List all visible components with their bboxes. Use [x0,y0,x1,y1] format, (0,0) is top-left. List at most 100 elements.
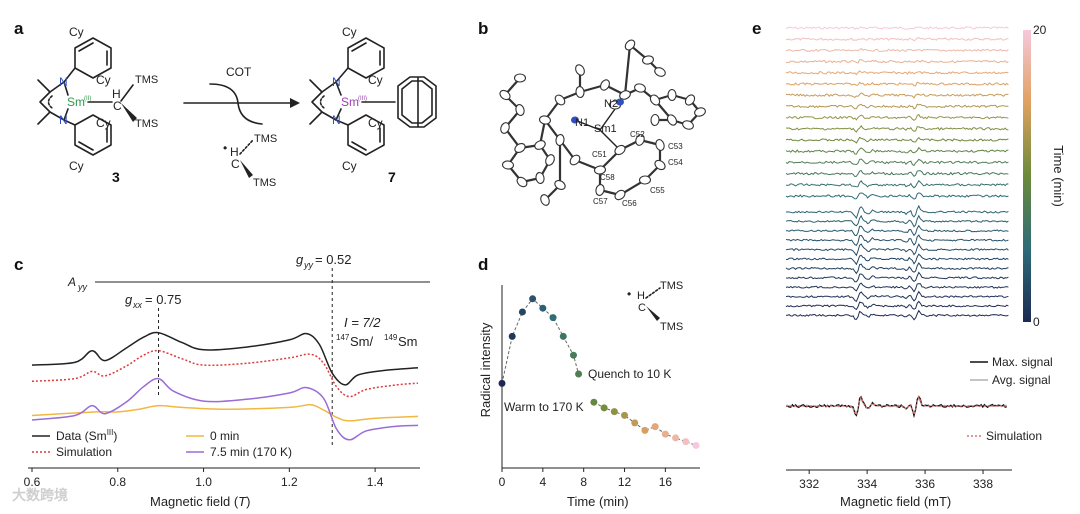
series-warm-line [501,298,580,384]
atom-label-c56: C56 [622,199,637,208]
ortep-atom [624,39,636,51]
g-xx-main: g [125,292,133,307]
panel-c: c 0.6 0.8 1.0 1.2 1.4 A yy g yy = 0.52 g xx … [14,252,430,509]
panel-b: b N1 N2 Sm1 C51 C52 C53 C54 C55 C56 C57 … [478,19,706,208]
atom-label-c53: C53 [668,142,683,151]
byproduct-tms-1: TMS [254,133,277,145]
chart-e-tick-label: 336 [915,477,935,491]
atom-label-c57: C57 [593,197,608,206]
left-cy-bottom-2: Cy [69,159,84,173]
left-cy-top-2: Cy [96,73,111,87]
data-point [631,419,639,427]
isotope-label: 147 Sm/ 149 Sm [336,333,418,349]
isotope-149: 149 [384,333,398,342]
data-point [682,438,690,446]
ortep-atom [634,83,646,93]
atom-n2 [616,98,624,106]
ortep-atom [554,94,566,106]
compound-7-structure [309,37,437,156]
ortep-atom [650,113,660,127]
legend-avg-label: Avg. signal [992,373,1050,387]
a-yy-main: A [67,275,76,289]
panel-e-label: e [752,19,761,38]
right-sm-oxidation: (III) [358,96,367,102]
atom-label-c58: C58 [600,173,615,182]
epr-trace [785,125,1009,133]
atom-label-c51: C51 [592,150,607,159]
ortep-atom [654,159,666,171]
g-yy-value: = 0.52 [315,252,352,267]
data-point [575,370,583,378]
epr-trace [785,70,1009,76]
aryl-ring-top-right [347,37,385,79]
left-n-bottom: N [59,113,68,127]
chart-d-tick-label: 4 [539,475,546,489]
quench-annotation: Quench to 10 K [588,367,671,381]
aryl-ring-bottom-right [347,114,385,156]
ortep-atom [534,140,546,150]
isotope-147: 147 [336,333,350,342]
data-point [569,351,577,359]
right-cy-top-1: Cy [342,25,357,39]
data-point [651,423,659,431]
a-yy-sub: yy [77,282,88,292]
atom-label-c52: C52 [630,130,645,139]
atom-label-c55: C55 [650,186,665,195]
epr-trace [785,243,1009,257]
ortep-atom [614,189,626,201]
ortep-atom [667,88,677,102]
ortep-atom [655,139,665,151]
data-point [508,332,516,340]
data-point [661,430,669,438]
ortep-atom [538,115,552,125]
epr-trace [786,179,1009,189]
data-point [498,379,506,387]
atom-label-n1: N1 [575,117,589,129]
ortep-atom [682,120,694,130]
left-sm-label: Sm [67,95,85,109]
warm-annotation: Warm to 170 K [504,400,584,414]
radical-h: H [637,290,645,302]
chart-c-tick-label: 1.0 [195,475,212,489]
right-n-bottom: N [332,113,341,127]
panel-d-label: d [478,255,488,274]
chart-e: 332 334 336 338 [785,26,1012,491]
epr-trace [785,113,1009,121]
data-point [559,332,567,340]
radical-inset [645,287,661,321]
chart-c-tick-label: 1.2 [281,475,298,489]
epr-trace [785,26,1009,31]
legend-data-label: Data (SmIII) [56,428,117,443]
left-c: C [113,99,122,113]
colorbar-max: 20 [1033,23,1047,37]
epr-trace [785,253,1009,266]
epr-trace [785,37,1009,42]
epr-trace [785,169,1009,178]
data-point [610,408,618,416]
ortep-atom [600,79,610,91]
chart-c-legend: Data (SmIII) Simulation 0 min 7.5 min (1… [32,428,292,459]
isotope-sm-2: Sm [398,334,418,349]
atom-n1 [571,116,579,124]
right-cy-top-2: Cy [368,73,383,87]
chart-c-tick-label: 0.6 [24,475,41,489]
series-seven-min [31,377,419,441]
panel-a-label: a [14,19,24,38]
byproduct-h: H [230,145,239,159]
ortep-atom [535,171,545,185]
data-point [549,314,557,322]
chart-d-xlabel: Time (min) [567,494,629,509]
radical-tms-1: TMS [660,280,683,292]
series-quench-line [593,401,697,446]
right-sm-label: Sm [341,95,359,109]
panel-b-label: b [478,19,488,38]
ortep-atom [540,194,550,206]
sm-bond [599,129,621,151]
crystal-structure [499,39,706,206]
ortep-atom [499,89,511,101]
epr-trace [785,262,1009,275]
chart-e-legend: Max. signal Avg. signal Simulation [967,355,1053,443]
legend-simulation-label: Simulation [56,445,112,459]
ortep-atom [500,122,510,134]
data-point [692,441,700,449]
